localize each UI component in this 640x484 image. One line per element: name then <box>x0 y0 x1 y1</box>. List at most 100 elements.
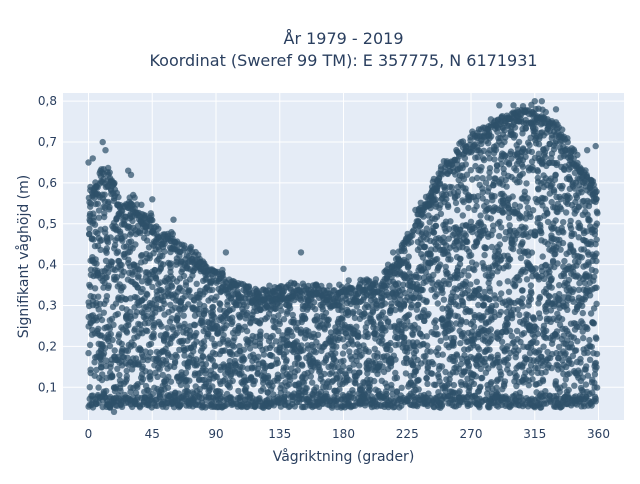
data-point <box>440 351 446 357</box>
data-point <box>281 316 287 322</box>
data-point <box>109 374 115 380</box>
data-point <box>517 203 523 209</box>
data-point <box>107 364 113 370</box>
data-point <box>465 205 471 211</box>
data-point <box>543 206 549 212</box>
data-point <box>436 264 442 270</box>
data-point <box>451 335 457 341</box>
data-point <box>424 333 430 339</box>
data-point <box>468 149 474 155</box>
data-point <box>552 172 558 178</box>
data-point <box>493 302 499 308</box>
data-point <box>560 219 566 225</box>
data-point <box>93 401 99 407</box>
data-point <box>333 344 339 350</box>
data-point <box>321 371 327 377</box>
data-point <box>284 311 290 317</box>
data-point <box>257 333 263 339</box>
data-point <box>507 222 513 228</box>
data-point <box>95 384 101 390</box>
data-point <box>543 328 549 334</box>
data-point <box>106 206 112 212</box>
data-point <box>365 334 371 340</box>
data-point <box>332 350 338 356</box>
data-point <box>529 149 535 155</box>
data-point <box>513 167 519 173</box>
data-point <box>186 287 192 293</box>
data-point <box>116 372 122 378</box>
data-point <box>115 333 121 339</box>
data-point <box>406 312 412 318</box>
data-point <box>461 230 467 236</box>
data-point <box>340 363 346 369</box>
data-point <box>498 290 504 296</box>
data-point <box>506 161 512 167</box>
data-point <box>535 331 541 337</box>
data-point <box>490 182 496 188</box>
data-point <box>496 280 502 286</box>
data-point <box>486 174 492 180</box>
data-point <box>340 358 346 364</box>
data-point <box>520 303 526 309</box>
data-point <box>447 218 453 224</box>
data-point <box>480 314 486 320</box>
data-point <box>144 292 150 298</box>
data-point <box>90 210 96 216</box>
data-point <box>365 385 371 391</box>
data-point <box>473 203 479 209</box>
data-point <box>497 241 503 247</box>
data-point <box>99 317 105 323</box>
data-point <box>457 256 463 262</box>
data-point <box>500 209 506 215</box>
data-point <box>313 384 319 390</box>
data-point <box>429 371 435 377</box>
data-point <box>227 384 233 390</box>
data-point <box>570 289 576 295</box>
data-point <box>92 285 98 291</box>
data-point <box>499 191 505 197</box>
data-point <box>434 256 440 262</box>
data-point <box>454 207 460 213</box>
data-point <box>540 378 546 384</box>
data-point <box>441 297 447 303</box>
data-point <box>557 247 563 253</box>
data-point <box>401 248 407 254</box>
data-point <box>356 362 362 368</box>
data-point <box>168 379 174 385</box>
data-point <box>394 375 400 381</box>
data-point <box>468 252 474 258</box>
data-point <box>214 323 220 329</box>
data-point <box>420 287 426 293</box>
data-point <box>326 283 332 289</box>
data-point <box>399 385 405 391</box>
data-point <box>443 196 449 202</box>
data-point <box>408 239 414 245</box>
data-point <box>526 302 532 308</box>
data-point <box>439 403 445 409</box>
data-point <box>488 379 494 385</box>
data-point <box>355 332 361 338</box>
data-point <box>536 295 542 301</box>
data-point <box>566 277 572 283</box>
data-point <box>502 378 508 384</box>
data-point <box>554 260 560 266</box>
data-point <box>543 109 549 115</box>
data-point <box>574 338 580 344</box>
data-point <box>460 212 466 218</box>
data-point <box>186 378 192 384</box>
data-point <box>95 201 101 207</box>
data-point <box>353 324 359 330</box>
data-point <box>370 319 376 325</box>
data-point <box>250 381 256 387</box>
data-point <box>526 142 532 148</box>
data-point <box>183 370 189 376</box>
data-point <box>101 350 107 356</box>
data-point <box>388 385 394 391</box>
data-point <box>409 302 415 308</box>
data-point <box>424 342 430 348</box>
data-point <box>488 133 494 139</box>
data-point <box>535 168 541 174</box>
data-point <box>466 363 472 369</box>
data-point <box>112 347 118 353</box>
